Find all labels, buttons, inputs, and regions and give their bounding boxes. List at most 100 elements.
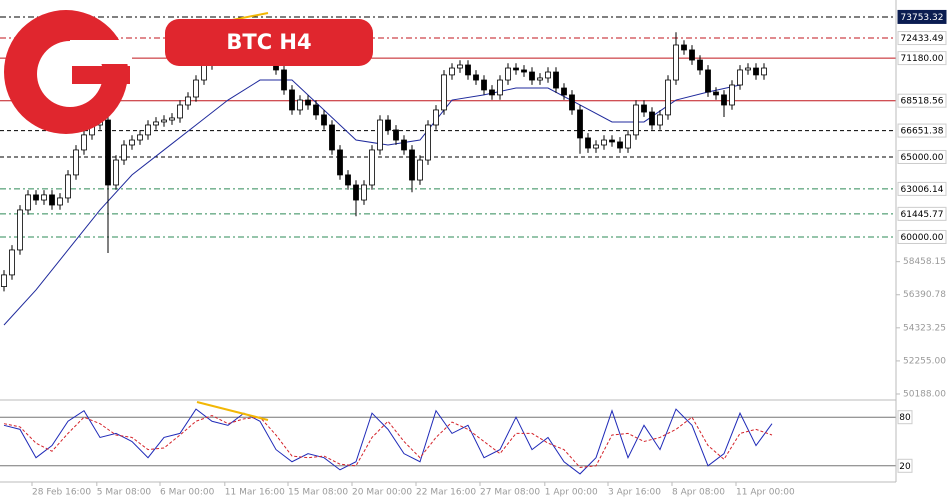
candle-body	[105, 119, 111, 186]
candle-body	[345, 174, 351, 186]
x-tick-label: 5 Mar 08:00	[97, 488, 152, 498]
candle-body	[721, 94, 727, 106]
candle-body	[177, 104, 183, 119]
candle-body	[185, 96, 191, 106]
candle-body	[505, 67, 511, 81]
level-box	[897, 149, 947, 164]
candle-body	[297, 99, 303, 111]
candle-body	[305, 99, 311, 106]
candle-body	[81, 134, 87, 151]
candle-body	[57, 197, 63, 206]
level-label: 71180.00	[901, 54, 944, 64]
candle-body	[169, 117, 175, 121]
oscillator-line	[3, 415, 773, 468]
candle-body	[601, 139, 607, 146]
y-tick-label: 80	[899, 413, 911, 423]
candle-body	[617, 141, 623, 149]
candle-body	[521, 69, 527, 73]
candle-body	[289, 89, 295, 111]
x-tick-label: 8 Apr 08:00	[672, 488, 725, 498]
candle-body	[753, 67, 759, 76]
candle-body	[409, 149, 415, 181]
y-tick-label: 58458.15	[903, 257, 946, 267]
moving-average	[3, 79, 741, 326]
level-label: 65000.00	[901, 153, 944, 163]
y-tick-label: 54323.25	[903, 323, 946, 333]
candle-body	[377, 119, 383, 151]
candle-body	[313, 104, 319, 116]
level-label: 61445.77	[901, 210, 944, 220]
candle-body	[745, 67, 751, 71]
candle-body	[569, 94, 575, 111]
candle-body	[657, 114, 663, 126]
candle-body	[689, 49, 695, 61]
plot-layer	[0, 16, 900, 486]
y-tick-label: 56390.78	[903, 290, 946, 300]
title-box	[165, 19, 373, 66]
candle-body	[361, 184, 367, 201]
candle-body	[425, 124, 431, 161]
candle-body	[369, 149, 375, 186]
level-label: 68518.56	[901, 97, 944, 107]
level-label: 73753.32	[901, 13, 944, 23]
candle-body	[113, 159, 119, 186]
candle-body	[529, 71, 535, 81]
candle-body	[49, 194, 55, 206]
trend-line	[196, 401, 269, 421]
candle-body	[473, 74, 479, 81]
x-tick-label: 11 Mar 16:00	[225, 488, 285, 498]
level-box	[897, 9, 947, 24]
chart-title: BTC H4	[226, 30, 311, 54]
candle-body	[329, 124, 335, 151]
candle-body	[681, 44, 687, 51]
level-label: 60000.00	[901, 233, 944, 243]
level-box	[897, 123, 947, 138]
x-tick-label: 1 Apr 00:00	[545, 488, 598, 498]
candle-body	[1, 274, 7, 287]
x-tick-label: 6 Mar 00:00	[160, 488, 215, 498]
candle-body	[641, 104, 647, 113]
candle-body	[417, 159, 423, 181]
level-box	[897, 229, 947, 244]
x-tick-label: 27 Mar 08:00	[480, 488, 540, 498]
level-label: 72433.49	[901, 34, 944, 44]
y-tick-label: 52255.00	[903, 356, 946, 366]
y-tick-label: 50188.00	[903, 389, 946, 399]
candle-body	[457, 64, 463, 69]
candle-body	[465, 64, 471, 76]
candle-body	[129, 139, 135, 146]
candle-body	[489, 89, 495, 96]
candle-body	[705, 69, 711, 93]
oscillator-line	[3, 408, 773, 475]
candle-body	[201, 64, 207, 81]
candle-body	[481, 79, 487, 91]
candle-body	[321, 114, 327, 126]
x-tick-label: 28 Feb 16:00	[32, 488, 91, 498]
candle-body	[9, 249, 15, 276]
candle-body	[145, 124, 151, 136]
x-tick-label: 15 Mar 08:00	[288, 488, 348, 498]
candle-body	[665, 79, 671, 116]
logo-bar	[72, 66, 130, 84]
candle-body	[553, 71, 559, 89]
candle-body	[497, 79, 503, 96]
candle-body	[737, 69, 743, 86]
candle-body	[441, 74, 447, 111]
level-box	[897, 93, 947, 108]
candle-body	[697, 59, 703, 71]
level-label: 66651.38	[901, 127, 944, 137]
level-box	[897, 410, 913, 425]
candle-body	[729, 84, 735, 106]
candle-body	[193, 79, 199, 98]
candle-body	[353, 184, 359, 201]
candle-body	[513, 67, 519, 71]
candle-body	[633, 104, 639, 136]
x-tick-label: 20 Mar 00:00	[352, 488, 412, 498]
x-tick-label: 3 Apr 16:00	[608, 488, 661, 498]
candle-body	[713, 91, 719, 96]
candle-body	[161, 119, 167, 123]
candle-body	[33, 194, 39, 201]
level-box	[897, 31, 947, 46]
